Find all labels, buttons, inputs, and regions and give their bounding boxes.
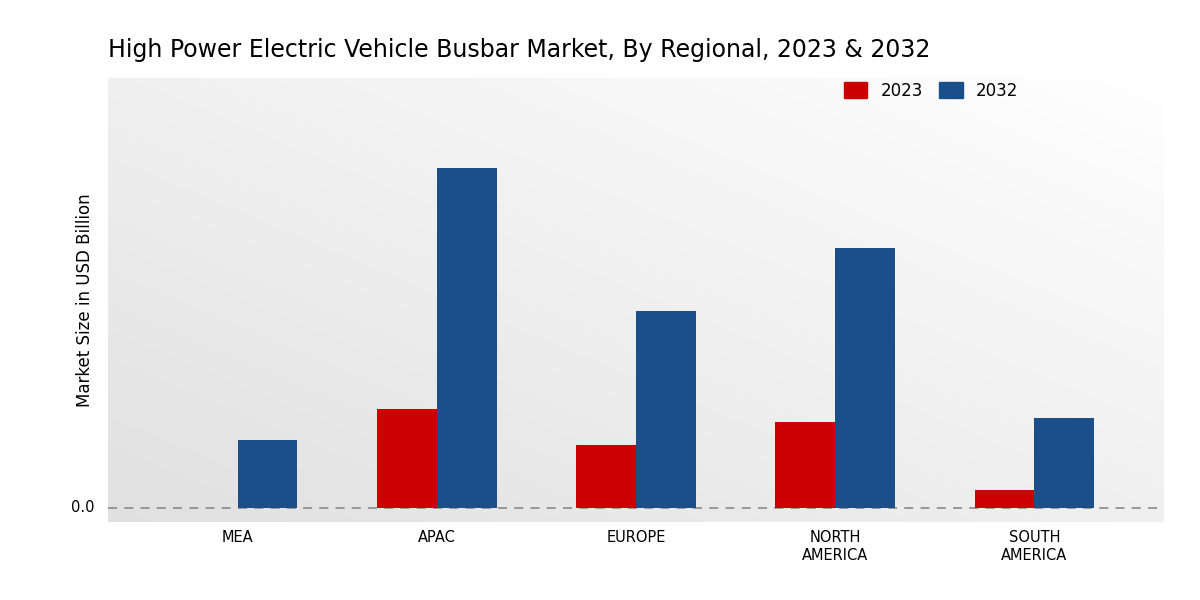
Text: 0.0: 0.0: [71, 500, 94, 515]
Bar: [636, 311, 696, 508]
Bar: [238, 440, 298, 508]
Bar: [835, 248, 895, 508]
Bar: [437, 167, 497, 508]
Bar: [1034, 418, 1094, 508]
Text: High Power Electric Vehicle Busbar Market, By Regional, 2023 & 2032: High Power Electric Vehicle Busbar Marke…: [108, 38, 930, 62]
Bar: [576, 445, 636, 508]
Legend: 2023, 2032: 2023, 2032: [844, 82, 1019, 100]
Bar: [377, 409, 437, 508]
Bar: [775, 422, 835, 508]
Y-axis label: Market Size in USD Billion: Market Size in USD Billion: [76, 193, 94, 407]
Bar: [974, 490, 1034, 508]
